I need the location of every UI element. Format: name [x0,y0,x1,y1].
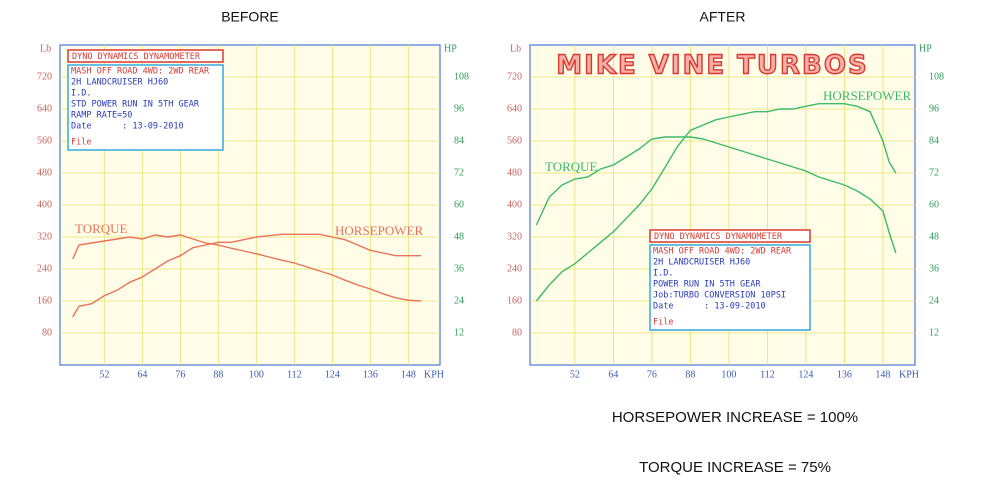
info-header: DYNO DYNAMICS DYNAMOMETER [72,52,201,62]
y2-axis-label: HP [444,43,457,54]
y-tick-label: 320 [507,231,522,242]
info-line: File [71,138,91,148]
info-header-box [67,49,224,63]
chart-title: AFTER [700,9,746,25]
y2-tick-label: 12 [454,327,464,338]
info-box [67,64,224,151]
series-line [72,233,421,318]
info-line: RAMP RATE=50 [71,111,132,121]
info-line: I.D. [653,269,673,279]
note: TORQUE INCREASE = 75% [639,459,831,476]
y-tick-label: 320 [37,231,52,242]
info-line: Job:TURBO CONVERSION 10PSI [653,291,786,301]
y-tick-label: 400 [507,199,522,210]
y2-tick-label: 84 [454,135,464,146]
x-tick-label: 88 [685,369,695,380]
y-tick-label: 400 [37,199,52,210]
x-tick-label: 88 [213,369,223,380]
x-tick-label: 124 [325,369,340,380]
x-tick-label: 136 [363,369,378,380]
x-tick-label: 124 [798,369,813,380]
y2-tick-label: 60 [929,199,939,210]
y2-tick-label: 72 [929,167,939,178]
y2-tick-label: 60 [454,199,464,210]
note: HORSEPOWER INCREASE = 100% [612,409,858,426]
y-tick-label: 560 [37,135,52,146]
info-header: DYNO DYNAMICS DYNAMOMETER [654,232,783,242]
y-tick-label: 240 [507,263,522,274]
y2-tick-label: 84 [929,135,939,146]
y2-tick-label: 24 [454,295,464,306]
series-label: TORQUE [75,221,128,236]
y-tick-label: 640 [507,103,522,114]
y2-tick-label: 96 [454,103,464,114]
y2-tick-label: 12 [929,327,939,338]
y-tick-label: 480 [37,167,52,178]
info-line: POWER RUN IN 5TH GEAR [653,280,761,290]
info-line: 2H LANDCRUISER HJ60 [71,78,168,88]
y-tick-label: 560 [507,135,522,146]
y-tick-label: 240 [37,263,52,274]
chart-title: BEFORE [221,9,279,25]
y-tick-label: 480 [507,167,522,178]
y-tick-label: 160 [507,295,522,306]
y2-tick-label: 72 [454,167,464,178]
y2-tick-label: 108 [454,71,469,82]
x-tick-label: 112 [760,369,775,380]
info-box [649,244,811,331]
y-tick-label: 80 [512,327,522,338]
y2-axis-label: HP [919,43,932,54]
x-tick-label: 64 [137,369,147,380]
series-line [535,136,897,254]
info-line: STD POWER RUN IN 5TH GEAR [71,100,200,110]
x-tick-label: 52 [99,369,109,380]
series-label: HORSEPOWER [823,88,911,103]
info-line: File [653,318,673,328]
info-line: MASH OFF ROAD 4WD: 2WD REAR [653,247,792,257]
x-axis-label: KPH [899,369,919,380]
series-line [535,103,897,302]
banner: MIKE VINE TURBOS [556,51,868,81]
info-header-box [649,229,811,243]
x-tick-label: 112 [287,369,302,380]
info-line: Date : 13-09-2010 [653,302,766,312]
info-line: MASH OFF ROAD 4WD: 2WD REAR [71,67,210,77]
info-line: Date : 13-09-2010 [71,122,184,132]
x-tick-label: 52 [570,369,580,380]
x-tick-label: 148 [401,369,416,380]
y-tick-label: 160 [37,295,52,306]
x-tick-label: 148 [875,369,890,380]
x-axis-label: KPH [424,369,444,380]
y-tick-label: 720 [507,71,522,82]
y2-tick-label: 96 [929,103,939,114]
y2-tick-label: 24 [929,295,939,306]
y-tick-label: 640 [37,103,52,114]
x-tick-label: 100 [249,369,264,380]
y2-tick-label: 48 [929,231,939,242]
series-label: HORSEPOWER [335,223,423,238]
x-tick-label: 76 [647,369,657,380]
info-line: I.D. [71,89,91,99]
y2-tick-label: 36 [929,263,939,274]
y-tick-label: 80 [42,327,52,338]
y2-tick-label: 48 [454,231,464,242]
series-label: TORQUE [545,159,598,174]
y-axis-label: Lb [510,43,521,54]
x-tick-label: 76 [175,369,185,380]
y-tick-label: 720 [37,71,52,82]
x-tick-label: 64 [608,369,618,380]
y-axis-label: Lb [40,43,51,54]
x-tick-label: 136 [837,369,852,380]
y2-tick-label: 108 [929,71,944,82]
info-line: 2H LANDCRUISER HJ60 [653,258,750,268]
x-tick-label: 100 [721,369,736,380]
y2-tick-label: 36 [454,263,464,274]
series-line [72,234,422,302]
